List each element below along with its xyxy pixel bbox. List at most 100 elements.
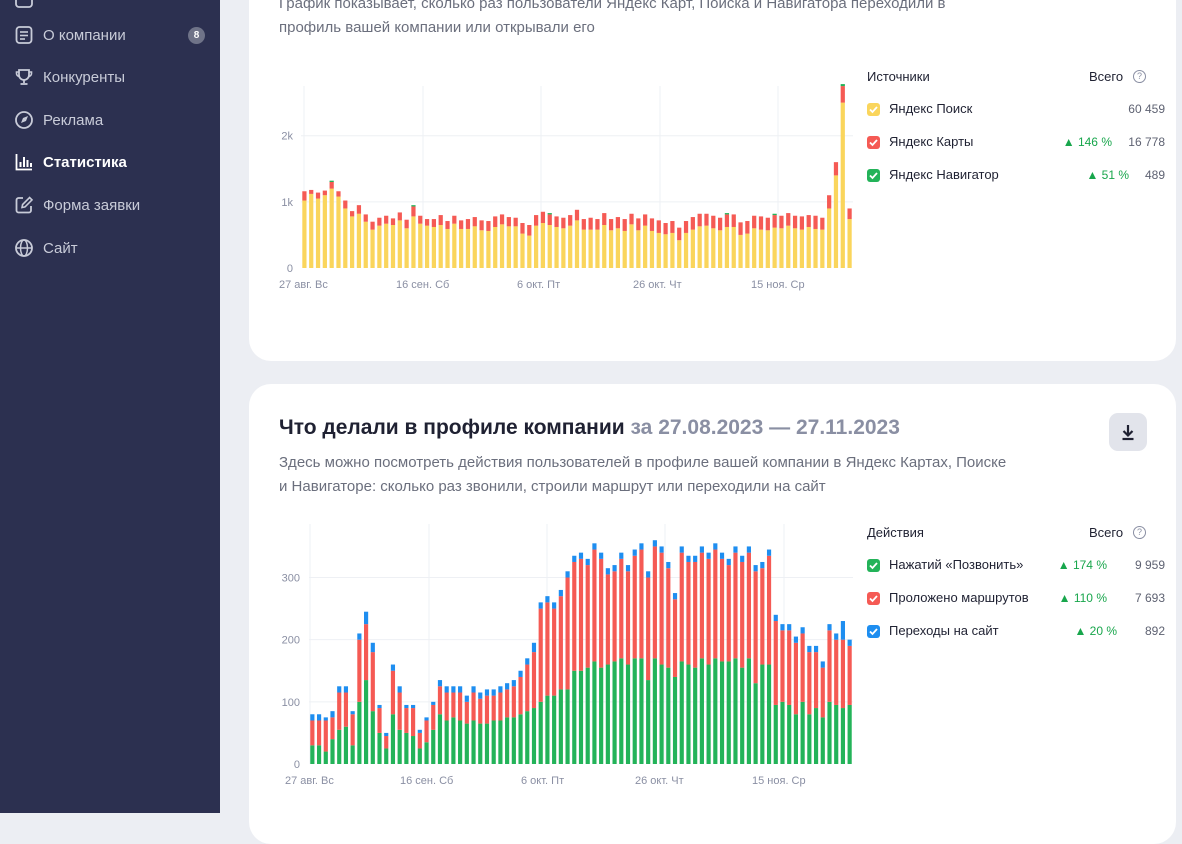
bar-segment	[724, 213, 730, 215]
legend-item[interactable]: Нажатий «Позвонить» ▲ 174 % 9 959	[867, 557, 1165, 577]
bar-segment	[444, 692, 449, 721]
legend-item[interactable]: Проложено маршрутов ▲ 110 % 7 693	[867, 590, 1165, 610]
bar-segment	[370, 652, 375, 712]
legend-item[interactable]: Переходы на сайт ▲ 20 % 892	[867, 623, 1165, 643]
checkbox-checked-icon[interactable]	[867, 625, 880, 638]
bar-segment	[484, 689, 490, 696]
bar-segment	[458, 720, 463, 764]
x-tick-label: 26 окт. Чт	[633, 279, 682, 291]
sidebar-item-competitors[interactable]: Конкуренты	[0, 59, 220, 95]
bar-segment	[478, 723, 483, 764]
sidebar-item-company[interactable]: О компании 8	[0, 17, 220, 53]
bar-segment	[465, 228, 471, 268]
checkbox-checked-icon[interactable]	[867, 136, 880, 149]
bar-segment	[834, 639, 839, 705]
bar-segment	[612, 571, 617, 662]
bar-segment	[309, 189, 314, 194]
bar-segment	[506, 217, 511, 227]
x-tick-label: 16 сен. Сб	[400, 775, 453, 787]
bar-segment	[670, 221, 675, 233]
legend-item[interactable]: Яндекс Навигатор ▲ 51 % 489	[867, 167, 1165, 187]
bar-segment	[377, 704, 382, 709]
sidebar-item-label: Сайт	[43, 240, 78, 257]
bar-segment	[813, 215, 818, 229]
bar-segment	[302, 191, 307, 201]
bar-segment	[585, 565, 590, 668]
sidebar-item-label: Реклама	[43, 112, 104, 129]
legend-value: 892	[1144, 624, 1165, 638]
sidebar-item-hidden[interactable]	[0, 0, 220, 17]
bar-segment	[833, 175, 839, 268]
bar-segment	[847, 704, 852, 764]
bar-segment	[370, 642, 375, 653]
bar-segment	[585, 558, 590, 566]
checkbox-checked-icon[interactable]	[867, 169, 880, 182]
document-icon	[14, 25, 34, 45]
bar-segment	[834, 633, 839, 640]
bar-segment	[733, 546, 738, 553]
bar-segment	[377, 732, 382, 764]
bar-segment	[323, 720, 328, 752]
bar-segment	[772, 215, 777, 228]
bar-segment	[840, 84, 845, 87]
download-icon	[1122, 425, 1134, 441]
bar-segment	[731, 226, 736, 268]
help-icon[interactable]: ?	[1133, 526, 1146, 539]
bar-segment	[404, 732, 409, 764]
bar-segment	[390, 225, 396, 268]
bar-segment	[632, 549, 637, 556]
bar-segment	[343, 200, 348, 209]
bar-segment	[792, 228, 798, 268]
bar-segment	[572, 670, 577, 764]
bar-segment	[424, 717, 429, 721]
legend-label: Яндекс Поиск	[889, 101, 973, 116]
bar-segment	[731, 214, 736, 227]
legend-value: 9 959	[1134, 558, 1165, 572]
bar-segment	[625, 571, 631, 665]
legend-item[interactable]: Яндекс Поиск 60 459	[867, 101, 1165, 121]
bar-segment	[545, 596, 550, 603]
checkbox-checked-icon[interactable]	[867, 559, 880, 572]
bar-segment	[561, 228, 566, 268]
bar-segment	[377, 225, 382, 268]
bar-segment	[329, 182, 334, 189]
bar-segment	[330, 717, 335, 740]
bar-segment	[417, 748, 422, 764]
bar-segment	[813, 645, 819, 653]
bar-segment	[315, 198, 321, 268]
bar-segment	[605, 574, 610, 665]
help-icon[interactable]: ?	[1133, 70, 1146, 83]
bar-segment	[370, 221, 375, 230]
bar-segment	[840, 86, 845, 103]
bar-segment	[693, 667, 698, 764]
y-tick-label: 0	[287, 263, 293, 275]
sidebar-item-statistics[interactable]: Статистика	[0, 144, 220, 180]
legend-growth: ▲ 51 %	[1086, 168, 1129, 182]
bar-segment	[833, 162, 839, 176]
bar-segment	[337, 692, 342, 730]
bar-segment	[652, 546, 657, 659]
checkbox-checked-icon[interactable]	[867, 103, 880, 116]
sidebar-item-site[interactable]: Сайт	[0, 230, 220, 266]
legend-item[interactable]: Яндекс Карты ▲ 146 % 16 778	[867, 134, 1165, 154]
sidebar-item-ads[interactable]: Реклама	[0, 102, 220, 138]
sidebar-item-request-form[interactable]: Форма заявки	[0, 187, 220, 223]
bar-segment	[599, 552, 604, 559]
bar-segment	[827, 630, 832, 702]
bar-segment	[316, 745, 322, 764]
list-icon	[14, 0, 34, 9]
bar-segment	[806, 226, 811, 268]
bar-segment	[322, 195, 327, 268]
bar-segment	[738, 222, 743, 235]
download-button[interactable]	[1109, 413, 1147, 451]
bar-segment	[686, 664, 691, 764]
bar-segment	[753, 565, 758, 572]
bar-segment	[343, 686, 349, 693]
bar-segment	[364, 680, 369, 764]
bar-segment	[834, 704, 839, 764]
bar-segment	[424, 742, 429, 764]
bar-segment	[545, 695, 550, 764]
bar-segment	[738, 234, 743, 268]
bar-segment	[437, 680, 443, 687]
checkbox-checked-icon[interactable]	[867, 592, 880, 605]
